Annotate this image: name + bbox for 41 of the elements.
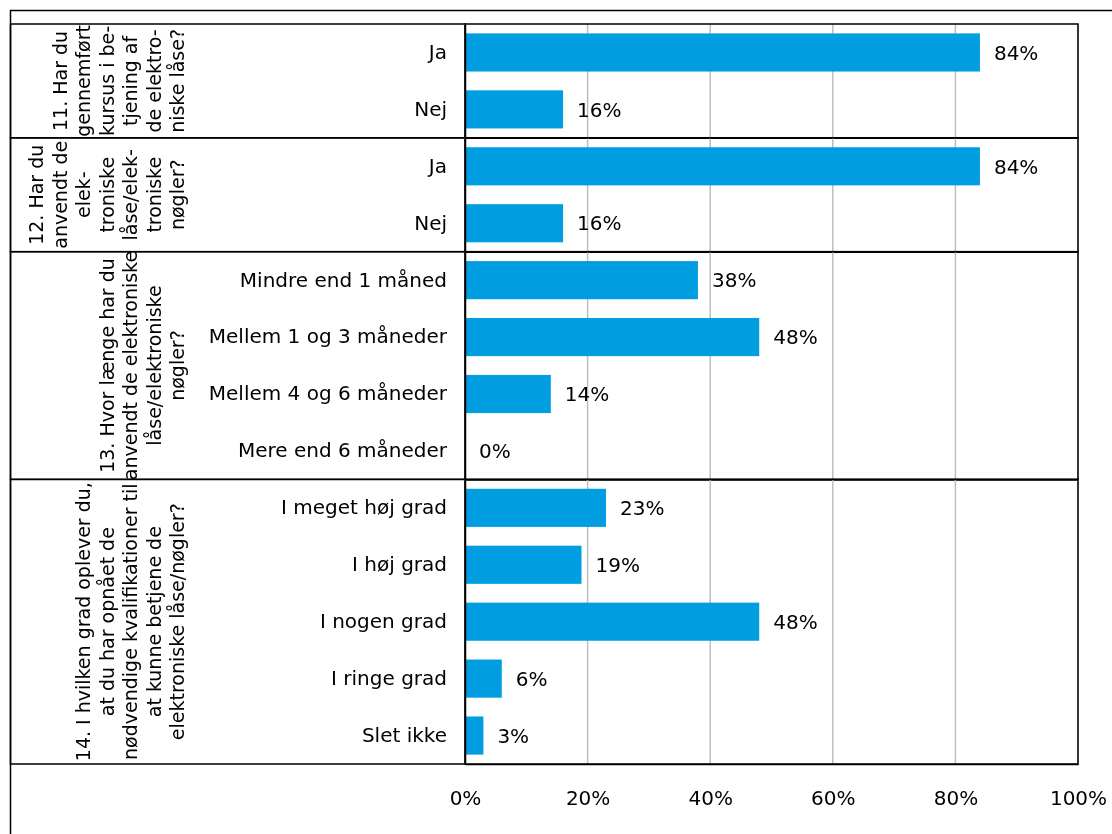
x-tick-label: 20% [565,786,611,811]
data-label: 84% [993,154,1039,179]
y-tick-label: Nej [414,210,447,235]
data-label: 16% [577,211,622,236]
x-tick-label: 80% [933,786,979,811]
bar [465,602,760,641]
y-tick-label: Ja [426,39,447,64]
data-label: 16% [577,97,622,122]
data-label: 0% [479,439,511,464]
bar [465,716,484,755]
data-label: 23% [619,496,665,521]
y-axis-title: 14. I hvilken grad oplever du, at du har opnået de nødvendige kvalifikationer til at kunne betjene de elektroniske låse/nøgler? [72,482,188,762]
data-label: 3% [497,723,530,748]
y-axis-title: 13. Hvor længe har du anvendt de elektroniske låse/elektroniske nøgler? [95,250,188,481]
bar [465,545,582,584]
y-tick-label: I høj grad [352,552,447,577]
bar [465,659,502,698]
bar [465,488,606,527]
data-label: 84% [993,40,1039,65]
x-tick-label: 40% [688,786,733,811]
data-label: 14% [564,382,610,407]
y-tick-label: Ja [426,153,447,178]
y-axis-title: 12. Har du anvendt de elek- troniske låse/elek- troniske nøgler? [25,140,188,249]
y-tick-label: I ringe grad [331,666,447,691]
y-tick-label: Nej [414,96,447,121]
x-tick-label: 60% [811,786,856,811]
y-tick-label: I nogen grad [319,609,447,634]
y-tick-label: I meget høj grad [281,495,447,520]
x-tick-label: 100% [1049,786,1108,811]
data-label: 48% [773,609,818,634]
y-tick-label: Slet ikke [361,722,447,747]
x-tick-label: 0% [449,786,482,811]
data-label: 48% [773,325,818,350]
y-axis-title: 11. Har du gennemført kursus i be- tjening af de elektro- niske låse? [48,25,188,137]
data-label: 38% [711,268,757,293]
y-tick-label: Mere end 6 måneder [237,438,448,463]
y-tick-label: Mindre end 1 måned [239,267,447,292]
y-tick-label: Mellem 1 og 3 måneder [208,324,448,349]
data-label: 19% [595,552,640,577]
data-label: 6% [515,666,548,691]
y-tick-label: Mellem 4 og 6 måneder [208,381,448,406]
